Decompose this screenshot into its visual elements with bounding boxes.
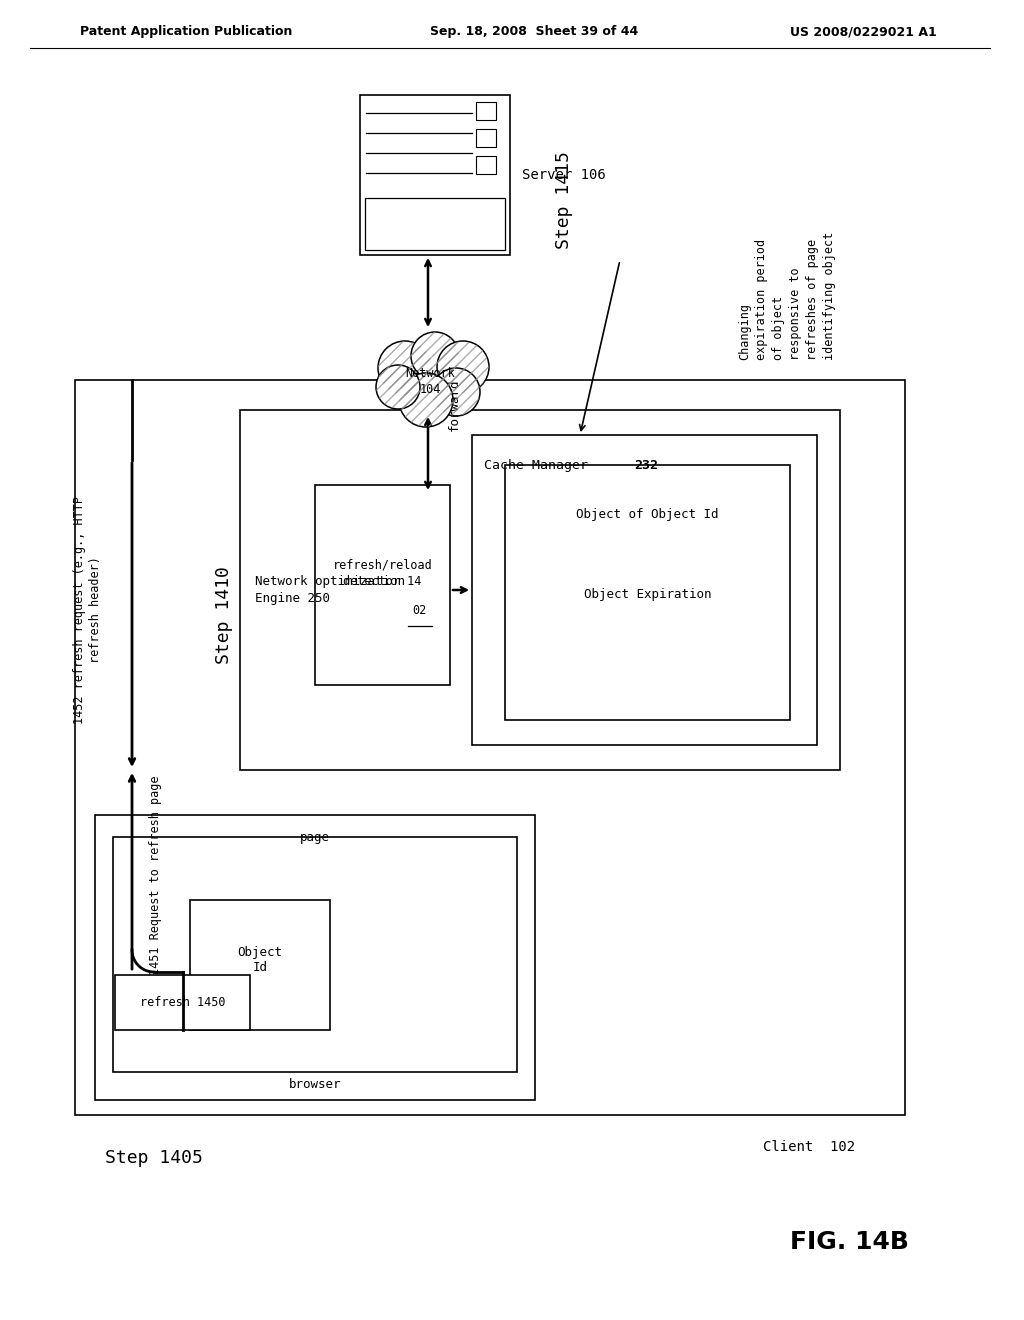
Text: Sep. 18, 2008  Sheet 39 of 44: Sep. 18, 2008 Sheet 39 of 44 (430, 25, 638, 38)
Text: Object of Object Id: Object of Object Id (577, 508, 719, 521)
Bar (315, 484, 450, 685)
Text: Step 1410: Step 1410 (215, 566, 233, 664)
Text: Step 1405: Step 1405 (105, 1148, 203, 1167)
Text: forward: forward (449, 379, 461, 432)
Circle shape (376, 366, 420, 409)
Bar (476, 129, 496, 147)
Text: refresh/reload
detector 14: refresh/reload detector 14 (333, 558, 432, 587)
Text: 02: 02 (413, 603, 427, 616)
Text: 1452 refresh request (e.g., HTTP
refresh header): 1452 refresh request (e.g., HTTP refresh… (74, 496, 102, 723)
Bar (115, 975, 250, 1030)
Text: 232: 232 (634, 458, 658, 471)
Text: Network optimization
Engine 250: Network optimization Engine 250 (255, 576, 406, 605)
Text: browser: browser (289, 1078, 341, 1092)
Bar (113, 837, 517, 1072)
Text: 1451 Request to refresh page: 1451 Request to refresh page (148, 775, 162, 974)
Text: Object Expiration: Object Expiration (584, 589, 712, 602)
Bar (240, 411, 840, 770)
Text: Network
104: Network 104 (406, 367, 455, 396)
Circle shape (399, 374, 453, 426)
Circle shape (378, 341, 432, 395)
Circle shape (437, 341, 489, 393)
Bar (476, 156, 496, 174)
Text: Changing
expiration period
of object
responsive to
refreshes of page
identifying: Changing expiration period of object res… (738, 232, 836, 360)
Bar (190, 900, 330, 1030)
Text: Cache Manager: Cache Manager (484, 458, 596, 471)
Bar (476, 102, 496, 120)
Text: Object
Id: Object Id (238, 946, 283, 974)
Text: refresh 1450: refresh 1450 (139, 997, 225, 1008)
Text: US 2008/0229021 A1: US 2008/0229021 A1 (790, 25, 937, 38)
Bar (505, 465, 790, 719)
Bar (75, 380, 905, 1115)
Text: Server 106: Server 106 (522, 168, 606, 182)
Text: Client  102: Client 102 (763, 1140, 855, 1154)
Bar (472, 436, 817, 744)
Bar (365, 198, 505, 249)
Bar (95, 814, 535, 1100)
Text: FIG. 14B: FIG. 14B (790, 1230, 909, 1254)
Circle shape (432, 368, 480, 416)
Text: Step 1415: Step 1415 (555, 150, 573, 249)
Text: page: page (300, 832, 330, 845)
Text: Patent Application Publication: Patent Application Publication (80, 25, 293, 38)
Circle shape (411, 333, 459, 380)
Bar (360, 95, 510, 255)
